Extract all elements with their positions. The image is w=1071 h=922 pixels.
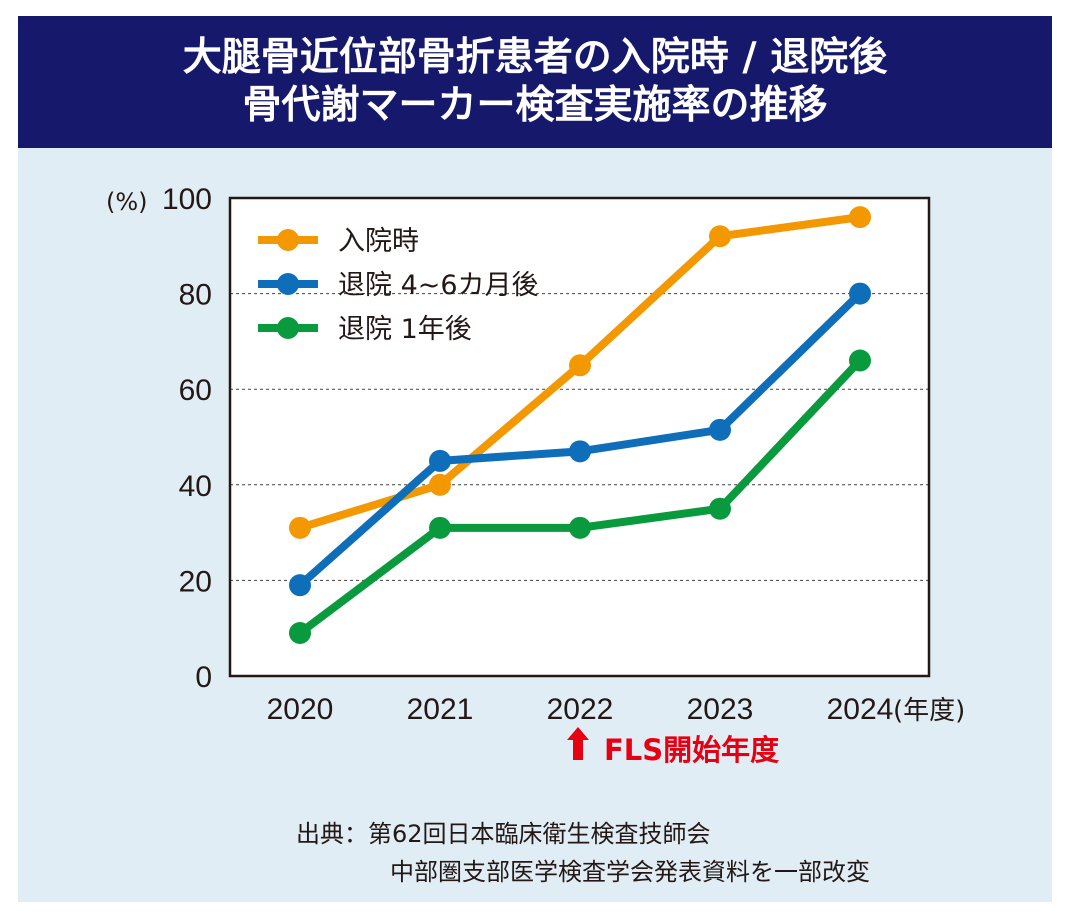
y-tick-label: 60: [179, 374, 212, 407]
annotation-label: FLS開始年度: [604, 733, 779, 767]
legend-label: 入院時: [338, 226, 419, 257]
y-tick-label: 100: [162, 183, 212, 216]
data-point: [429, 516, 451, 539]
data-point: [569, 516, 591, 539]
data-point: [709, 497, 731, 520]
chart-title: 大腿骨近位部骨折患者の入院時 / 退院後 骨代謝マーカー検査実施率の推移: [18, 16, 1052, 148]
x-tick-label: 2020: [267, 693, 334, 726]
plot-border: [228, 196, 931, 678]
y-tick-label: 40: [179, 470, 212, 503]
data-point: [569, 354, 591, 377]
legend-marker: [277, 317, 299, 339]
data-point: [849, 206, 871, 229]
y-axis-label: (%): [106, 188, 148, 216]
source-line-2: 中部圏支部医学検査学会発表資料を一部改変: [390, 858, 870, 886]
data-point: [429, 473, 451, 496]
data-point: [709, 225, 731, 248]
y-tick-label: 0: [195, 661, 212, 694]
data-point: [849, 282, 871, 305]
x-axis-label: (年度): [893, 696, 965, 726]
data-point: [849, 349, 871, 372]
x-tick-label: 2024: [827, 693, 894, 726]
title-line-2: 骨代謝マーカー検査実施率の推移: [242, 83, 828, 128]
data-point: [709, 418, 731, 441]
legend-label: 退院 4~6カ月後: [338, 270, 539, 301]
y-tick-label: 80: [179, 279, 212, 312]
x-tick-label: 2022: [547, 693, 614, 726]
x-tick-label: 2021: [407, 693, 474, 726]
legend-marker: [277, 229, 299, 251]
data-point: [289, 574, 311, 597]
y-tick-label: 20: [179, 565, 212, 598]
data-point: [569, 440, 591, 463]
x-tick-label: 2023: [687, 693, 754, 726]
legend-marker: [277, 273, 299, 295]
data-point: [429, 449, 451, 472]
source-line-1: 出典：第62回日本臨床衛生検査技師会: [296, 820, 711, 848]
arrow-up-icon: [567, 727, 589, 760]
data-point: [289, 516, 311, 539]
title-line-1: 大腿骨近位部骨折患者の入院時 / 退院後: [182, 35, 888, 80]
data-point: [289, 621, 311, 644]
legend-label: 退院 1年後: [338, 314, 472, 345]
